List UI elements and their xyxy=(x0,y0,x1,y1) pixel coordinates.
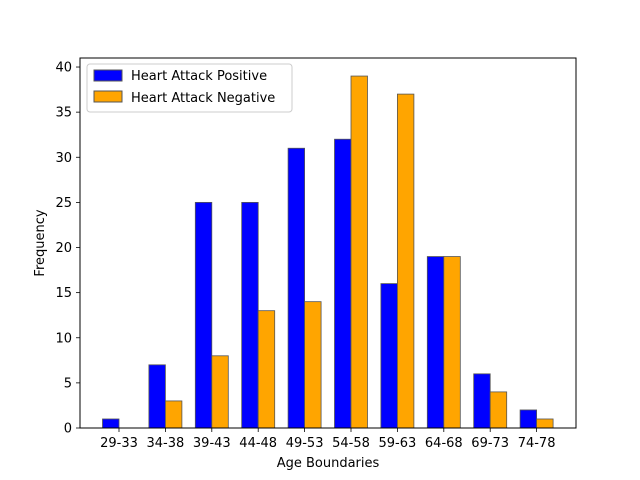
bar-negative-69-73 xyxy=(489,391,508,429)
y-tick-label: 30 xyxy=(55,151,72,166)
x-tick-label: 49-53 xyxy=(286,436,324,451)
y-tick-label: 35 xyxy=(55,106,72,121)
legend-label-positive: Heart Attack Positive xyxy=(131,69,267,84)
legend-label-negative: Heart Attack Negative xyxy=(131,91,275,106)
y-tick-label: 0 xyxy=(64,422,72,437)
bar-positive-44-48 xyxy=(241,201,259,429)
x-tick-label: 44-48 xyxy=(239,436,277,451)
bar-negative-39-43 xyxy=(211,355,229,429)
bar-positive-59-63 xyxy=(380,283,398,429)
legend-swatch-positive xyxy=(93,69,123,82)
bar-negative-64-68 xyxy=(443,256,461,429)
plot-frame xyxy=(79,57,577,429)
legend: Heart Attack Positive Heart Attack Negat… xyxy=(86,63,293,113)
bar-positive-29-33 xyxy=(102,418,120,429)
legend-swatch-negative xyxy=(93,90,123,103)
x-tick-label: 64-68 xyxy=(425,436,463,451)
y-tick-label: 40 xyxy=(55,61,72,76)
x-tick-label: 39-43 xyxy=(193,436,231,451)
y-tick-label: 10 xyxy=(55,331,72,346)
x-tick-label: 59-63 xyxy=(379,436,417,451)
y-tick-label: 5 xyxy=(64,376,72,391)
bar-positive-49-53 xyxy=(287,147,306,429)
bar-negative-34-38 xyxy=(164,400,183,429)
x-axis-ticks: 29-33 34-38 39-43 44-48 49-53 54-58 59-63 64-68… xyxy=(100,428,555,451)
x-tick-label: 34-38 xyxy=(147,436,185,451)
bar-positive-69-73 xyxy=(473,373,491,429)
x-axis-label: Age Boundaries xyxy=(277,456,380,471)
bar-negative-44-48 xyxy=(257,310,276,429)
bar-negative-54-58 xyxy=(350,75,368,429)
y-tick-label: 15 xyxy=(55,286,72,301)
bar-negative-74-78 xyxy=(536,418,554,429)
bar-positive-34-38 xyxy=(148,364,166,429)
bars-layer xyxy=(102,75,554,429)
x-tick-label: 54-58 xyxy=(332,436,370,451)
y-axis-ticks: 0 5 10 15 20 25 30 35 40 xyxy=(55,61,80,437)
y-tick-label: 20 xyxy=(55,241,72,256)
x-tick-label: 74-78 xyxy=(518,436,556,451)
y-axis-label: Frequency xyxy=(33,209,48,276)
x-tick-label: 69-73 xyxy=(471,436,509,451)
bar-positive-74-78 xyxy=(519,409,537,429)
bar-negative-59-63 xyxy=(396,93,415,429)
bar-positive-64-68 xyxy=(426,256,445,429)
bar-negative-49-53 xyxy=(304,301,322,429)
x-tick-label: 29-33 xyxy=(100,436,138,451)
legend-frame xyxy=(86,63,293,113)
bar-positive-54-58 xyxy=(334,138,352,429)
y-tick-label: 25 xyxy=(55,196,72,211)
bar-positive-39-43 xyxy=(194,201,213,429)
